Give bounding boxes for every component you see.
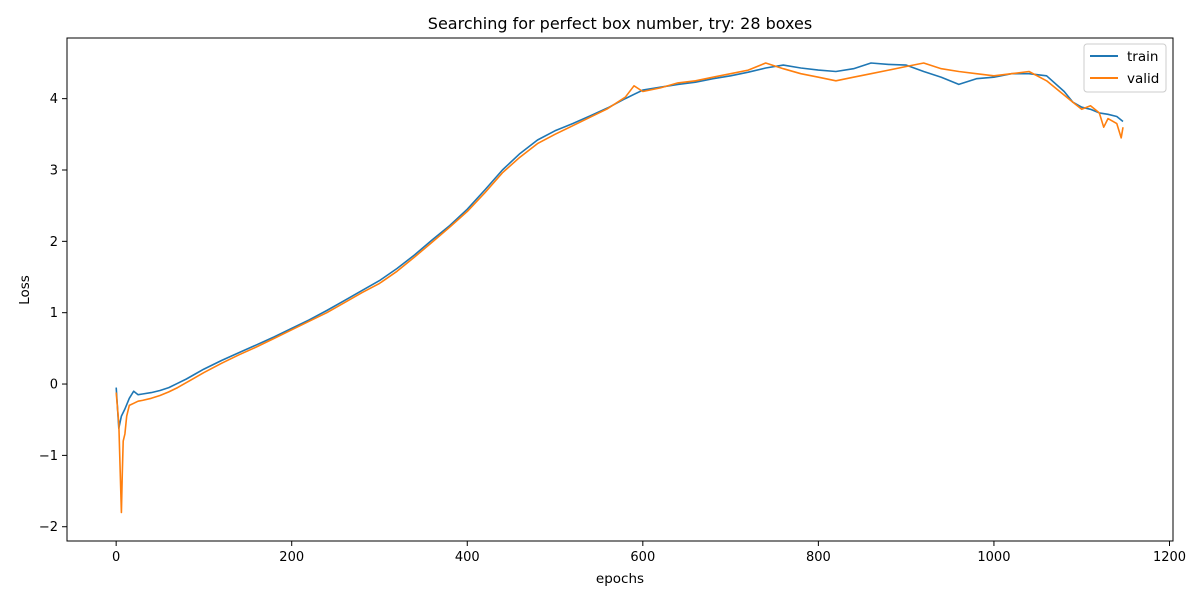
y-tick-label: 3 [50,163,58,178]
x-tick-label: 800 [806,550,831,565]
chart-title: Searching for perfect box number, try: 2… [428,14,812,33]
x-tick-label: 600 [630,550,655,565]
y-tick-label: 0 [50,378,58,393]
legend-label-valid: valid [1127,71,1159,87]
y-tick-label: −1 [39,449,58,464]
y-axis-ticks: −2 −1 0 1 2 3 4 [39,92,67,535]
series-layer [115,62,1124,514]
x-tick-label: 1000 [977,550,1010,565]
y-tick-label: 4 [50,92,58,107]
x-tick-label: 1200 [1153,550,1186,565]
x-tick-label: 200 [279,550,304,565]
y-tick-label: −2 [39,520,58,535]
x-tick-label: 400 [455,550,480,565]
legend: train valid [1083,43,1167,93]
y-axis-label: Loss [17,275,33,305]
series-line-valid [115,62,1124,514]
x-axis-ticks: 0 200 400 600 800 1000 1200 [112,541,1186,565]
series-line-train [115,62,1124,430]
legend-label-train: train [1127,49,1158,65]
y-tick-label: 1 [50,306,58,321]
x-axis-label: epochs [596,571,644,587]
x-tick-label: 0 [112,550,120,565]
plot-area-frame [66,37,1174,542]
y-tick-label: 2 [50,235,58,250]
